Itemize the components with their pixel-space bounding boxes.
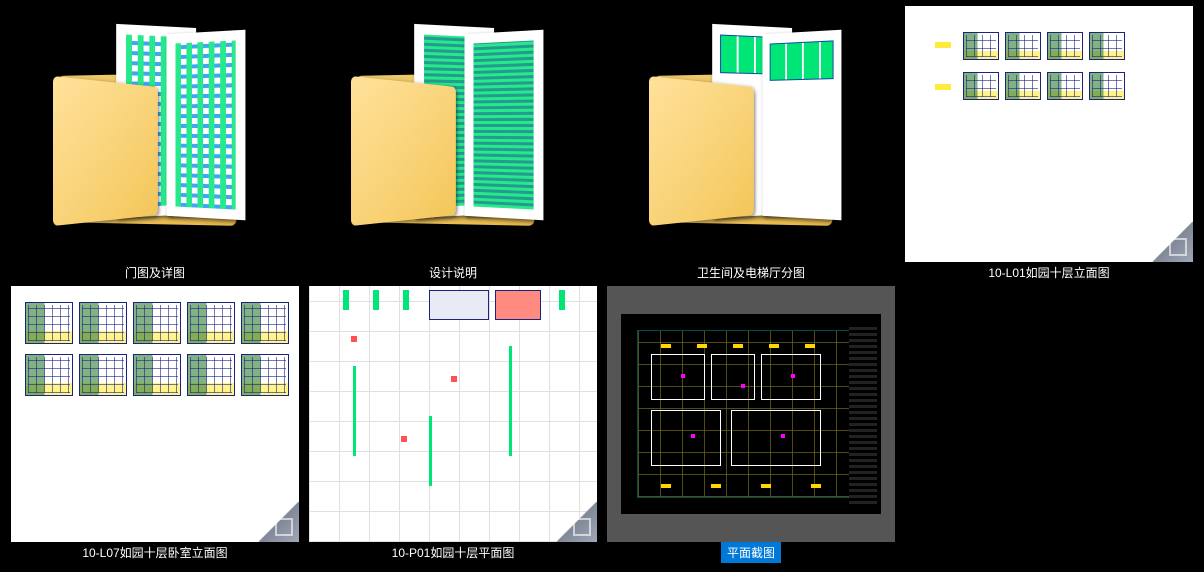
item-label: 10-P01如园十层平面图 [386, 542, 521, 563]
item-label: 10-L01如园十层立面图 [982, 262, 1115, 283]
thumbnail [11, 286, 299, 542]
cad-file-badge-icon [557, 502, 597, 542]
folder-item[interactable]: 门图及详图 [6, 6, 304, 286]
thumbnail [11, 6, 299, 262]
item-label: 卫生间及电梯厅分图 [691, 262, 811, 283]
image-file-item[interactable]: 平面截图 [602, 286, 900, 566]
thumbnail [905, 6, 1193, 262]
thumbnail [607, 6, 895, 262]
thumbnail [309, 6, 597, 262]
folder-item[interactable]: 设计说明 [304, 6, 602, 286]
thumbnail [309, 286, 597, 542]
cad-file-badge-icon [259, 502, 299, 542]
drawing-file-item[interactable]: 10-L07如园十层卧室立面图 [6, 286, 304, 566]
cad-file-badge-icon [1153, 222, 1193, 262]
drawing-file-item[interactable]: 10-L01如园十层立面图 [900, 6, 1198, 286]
drawing-file-item[interactable]: 10-P01如园十层平面图 [304, 286, 602, 566]
file-thumbnail-grid: 门图及详图 设计说明 卫生间及电梯厅分图 [6, 6, 1198, 566]
item-label: 平面截图 [721, 542, 781, 563]
folder-item[interactable]: 卫生间及电梯厅分图 [602, 6, 900, 286]
item-label: 设计说明 [423, 262, 483, 283]
item-label: 门图及详图 [119, 262, 191, 283]
item-label: 10-L07如园十层卧室立面图 [76, 542, 233, 563]
thumbnail [607, 286, 895, 542]
